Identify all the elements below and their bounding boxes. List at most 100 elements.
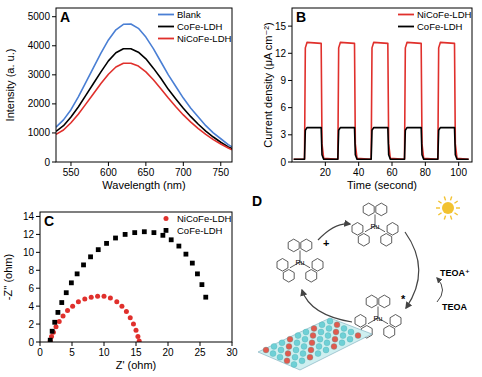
- legend-swatch: [158, 38, 174, 40]
- ring: [288, 239, 299, 252]
- ring: [379, 295, 390, 308]
- point: [131, 322, 136, 327]
- ldh-atom: [301, 343, 307, 349]
- x-tick-label: 25: [194, 347, 206, 358]
- ring: [283, 270, 294, 283]
- metal-label: Ru: [296, 259, 305, 266]
- y-tick-label: 10: [23, 247, 35, 258]
- donor-label: TEOA: [442, 302, 468, 312]
- ldh-atom: [270, 351, 276, 357]
- y-tick-label: 3: [280, 129, 286, 140]
- y-tick: [36, 216, 40, 217]
- x-tick-label: 40: [353, 167, 365, 178]
- sun-ray: [444, 216, 445, 220]
- y-tick: [288, 26, 292, 27]
- sun: [442, 202, 454, 214]
- x-tick-label: 600: [100, 167, 117, 178]
- y-tick-label: 15: [275, 21, 287, 32]
- panel-label: A: [60, 9, 70, 25]
- x-tick: [392, 162, 393, 166]
- ldh-atom: [327, 318, 333, 324]
- series-line: [294, 128, 469, 160]
- y-tick: [36, 252, 40, 253]
- point: [132, 230, 137, 235]
- x-tick: [104, 342, 105, 346]
- ldh-atom: [285, 351, 291, 357]
- point: [114, 299, 119, 304]
- point: [81, 262, 86, 267]
- point: [95, 294, 100, 299]
- legend-swatch: [398, 14, 414, 16]
- ldh-atom: [318, 329, 324, 335]
- ldh-slab: [258, 318, 372, 370]
- x-tick: [325, 162, 326, 166]
- legend-label: NiCoFe-LDH: [177, 33, 232, 44]
- ldh-atom: [284, 358, 290, 364]
- y-tick-label: 1000: [28, 127, 51, 138]
- ring: [387, 223, 398, 236]
- point: [123, 232, 128, 237]
- arrow: [437, 278, 443, 302]
- panel-0: 550600650700750010002000300040005000Wave…: [4, 8, 232, 191]
- series-line: [294, 42, 469, 159]
- point: [135, 334, 140, 339]
- legend-label: CoFe-LDH: [417, 21, 463, 32]
- ldh-atom: [316, 343, 322, 349]
- point: [76, 299, 81, 304]
- ldh-atom: [331, 343, 337, 349]
- arrow: [318, 224, 350, 240]
- sun-ray: [454, 213, 457, 215]
- y-tick-label: 0: [44, 157, 50, 168]
- point: [96, 247, 101, 252]
- charge-mark: *: [401, 293, 406, 305]
- x-tick-label: 700: [175, 167, 192, 178]
- x-tick: [70, 162, 71, 166]
- y-tick-label: 5000: [28, 11, 51, 22]
- y-tick-label: 8: [28, 265, 34, 276]
- x-tick: [145, 162, 146, 166]
- ldh-atom: [299, 358, 305, 364]
- ring: [376, 203, 387, 216]
- y-tick-label: 2: [28, 319, 34, 330]
- ldh-atom: [271, 343, 277, 349]
- y-tick-label: 4000: [28, 40, 51, 51]
- x-tick-label: 80: [420, 167, 432, 178]
- ldh-atom: [319, 322, 325, 328]
- ring: [366, 295, 377, 308]
- ldh-atom: [300, 351, 306, 357]
- ring: [277, 259, 288, 272]
- x-tick: [358, 162, 359, 166]
- x-tick: [232, 342, 233, 346]
- y-axis-title: Intensity (a. u.): [4, 49, 16, 122]
- ldh-atom: [315, 351, 321, 357]
- y-tick: [52, 16, 56, 17]
- point: [52, 320, 57, 325]
- point: [57, 319, 62, 324]
- y-tick: [288, 107, 292, 108]
- ldh-atom: [347, 336, 353, 342]
- diagram: DRu+RuRu*TEOATEOA⁺: [252, 193, 470, 370]
- ldh-atom: [302, 336, 308, 342]
- ru-complex: Ru: [352, 203, 398, 246]
- donor-oxidized-label: TEOA⁺: [440, 268, 470, 278]
- x-tick-label: 20: [162, 347, 174, 358]
- point: [89, 295, 94, 300]
- plot-data: [48, 229, 208, 342]
- figure: 550600650700750010002000300040005000Wave…: [0, 0, 482, 377]
- point: [75, 271, 80, 276]
- sun-icon: [436, 197, 460, 220]
- point: [124, 309, 129, 314]
- point: [137, 339, 142, 342]
- ldh-atom: [287, 336, 293, 342]
- ldh-atom: [286, 343, 292, 349]
- ldh-atom: [348, 329, 354, 335]
- x-tick-label: 650: [138, 167, 155, 178]
- point: [102, 294, 107, 299]
- ldh-atom: [310, 333, 316, 339]
- x-tick-label: 60: [386, 167, 398, 178]
- ldh-atom: [311, 325, 317, 331]
- point: [184, 252, 189, 257]
- point: [61, 314, 66, 319]
- y-tick: [288, 134, 292, 135]
- metal-label: Ru: [374, 315, 383, 322]
